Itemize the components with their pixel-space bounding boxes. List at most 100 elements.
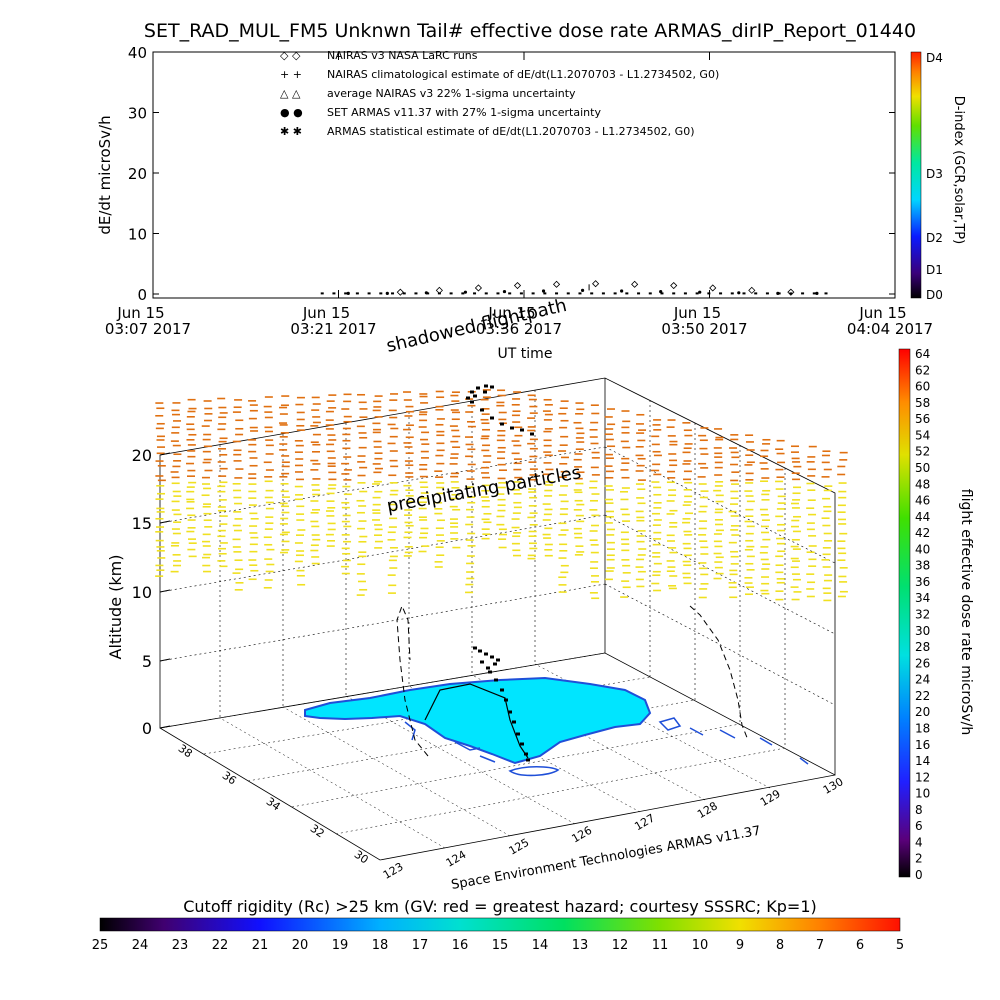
lower-particle-mark: [606, 489, 615, 491]
upper-particle-mark: [744, 464, 753, 466]
lower-particle-mark: [498, 546, 507, 549]
lower-particle-mark: [511, 489, 520, 491]
lower-particle-mark: [280, 517, 289, 520]
lower-particle-mark: [310, 544, 319, 547]
upper-particle-mark: [760, 449, 769, 452]
dose-colorbar-label: 32: [915, 608, 930, 622]
lower-particle-mark: [605, 570, 614, 572]
top-x-tick-label-date: Jun 15: [302, 304, 350, 322]
set-armas-marker: [580, 288, 585, 292]
upper-particle-mark: [264, 416, 273, 419]
upper-particle-mark: [265, 453, 274, 455]
upper-particle-mark: [467, 448, 476, 451]
lower-particle-mark: [636, 535, 645, 537]
flight-point: [470, 390, 474, 394]
upper-particle-mark: [527, 429, 536, 432]
lower-particle-mark: [265, 570, 274, 573]
upper-particle-mark: [482, 396, 491, 398]
chart-title: SET_RAD_MUL_FM5 Unknwn Tail# effective d…: [144, 20, 916, 42]
lower-particle-mark: [715, 529, 724, 532]
lower-particle-mark: [496, 515, 505, 518]
upper-particle-mark: [296, 429, 305, 431]
upper-particle-mark: [529, 405, 538, 408]
upper-particle-mark: [373, 440, 382, 443]
upper-particle-mark: [821, 454, 830, 457]
lower-particle-mark: [775, 480, 784, 483]
lower-particle-mark: [668, 489, 677, 491]
lower-particle-mark: [574, 554, 583, 556]
lower-particle-mark: [560, 508, 569, 510]
lower-particle-mark: [682, 572, 691, 575]
upper-particle-mark: [232, 440, 241, 443]
upper-particle-mark: [310, 441, 319, 444]
lower-particle-mark: [558, 591, 567, 593]
upper-particle-mark: [543, 430, 552, 433]
dose-colorbar-label: 6: [915, 819, 923, 833]
lower-particle-mark: [731, 534, 740, 536]
upper-particle-mark: [357, 461, 366, 463]
upper-particle-mark: [188, 433, 197, 436]
upper-particle-mark: [358, 432, 367, 434]
3d-footer-credit: Space Environment Technologies ARMAS v11…: [450, 824, 762, 893]
lower-particle-mark: [807, 499, 816, 501]
upper-particle-mark: [390, 465, 399, 468]
lower-particle-mark: [219, 523, 228, 525]
lower-particle-mark: [297, 583, 306, 586]
lower-particle-mark: [669, 509, 678, 512]
coastline-island: [508, 765, 560, 777]
upper-particle-mark: [791, 457, 800, 460]
upper-particle-mark: [187, 475, 196, 477]
longitude-tick-label: 126: [569, 824, 594, 846]
lower-particle-mark: [683, 501, 692, 503]
cutoff-rigidity-label: 20: [292, 938, 309, 953]
upper-particle-mark: [233, 449, 242, 452]
lower-particle-mark: [791, 507, 800, 509]
lower-particle-mark: [700, 546, 709, 549]
lower-particle-mark: [218, 552, 227, 555]
lower-particle-mark: [790, 586, 799, 588]
upper-particle-mark: [328, 394, 337, 396]
nairas-run-marker: [787, 288, 795, 296]
dose-rate-colorbar-title: flight effective dose rate microSv/h: [958, 489, 974, 735]
lower-particle-mark: [157, 492, 166, 495]
upper-particle-mark: [621, 457, 630, 460]
upper-particle-mark: [389, 459, 398, 462]
lower-particle-mark: [776, 508, 785, 510]
longitude-tick-label: 127: [632, 812, 657, 834]
top-y-axis: 40 30 20 10 0: [128, 44, 895, 304]
upper-particle-mark: [248, 417, 257, 420]
lower-particle-mark: [279, 523, 288, 525]
lower-particle-mark: [172, 554, 181, 556]
lower-particle-mark: [280, 483, 289, 485]
legend-label-armas-stat: ARMAS statistical estimate of dE/dt(L1.2…: [327, 125, 694, 138]
upper-particle-mark: [481, 435, 490, 437]
longitude-axis: 123 124 125 126 127 128 129 130: [381, 775, 846, 882]
lower-particle-mark: [172, 490, 181, 493]
upper-particle-mark: [514, 426, 523, 429]
lower-particle-mark: [248, 490, 257, 493]
lower-particle-mark: [636, 540, 645, 543]
lower-particle-mark: [467, 501, 476, 504]
upper-particle-mark: [573, 458, 582, 461]
lower-particle-mark: [232, 538, 241, 541]
lower-particle-mark: [761, 568, 770, 570]
upper-particle-mark: [342, 439, 351, 442]
lower-particle-mark: [574, 532, 583, 535]
lower-particle-mark: [637, 502, 646, 505]
cutoff-rigidity-label: 21: [252, 938, 269, 953]
lower-particle-mark: [730, 529, 739, 531]
upper-particle-mark: [760, 468, 769, 470]
upper-particle-mark: [714, 461, 723, 464]
upper-particle-mark: [358, 401, 367, 404]
lower-particle-mark: [576, 503, 585, 506]
lower-particle-mark: [775, 571, 784, 574]
upper-particle-mark: [188, 407, 197, 410]
lower-particle-mark: [682, 518, 691, 520]
upper-particle-mark: [636, 432, 645, 434]
upper-particle-mark: [404, 460, 413, 462]
upper-particle-mark: [418, 413, 427, 416]
nairas-run-marker: [670, 281, 678, 290]
upper-particle-mark: [172, 402, 181, 404]
lower-particle-mark: [171, 542, 180, 544]
lower-particle-mark: [744, 576, 753, 579]
